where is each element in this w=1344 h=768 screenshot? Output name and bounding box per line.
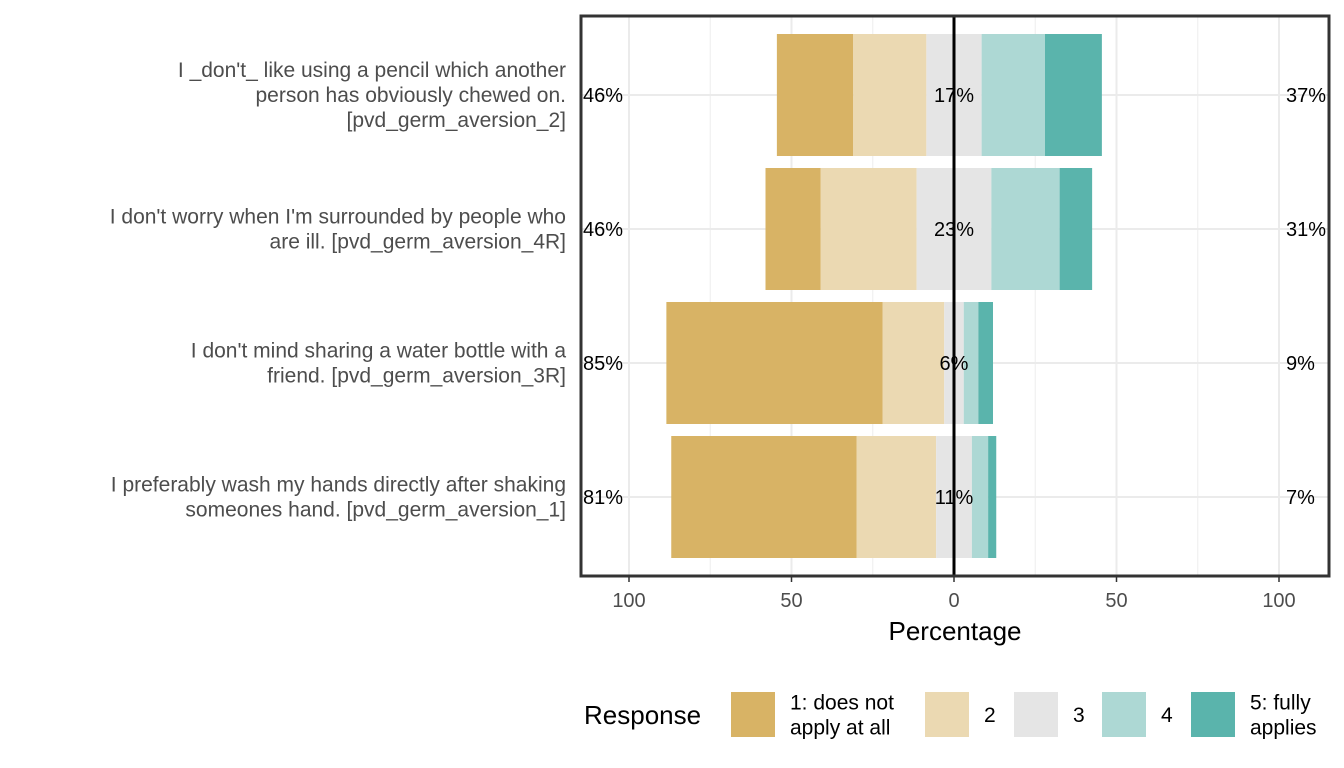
right-percent-label: 9% [1286, 353, 1315, 375]
legend-label-line: 1: does not [790, 692, 894, 715]
bar-segment [963, 302, 979, 424]
legend-key [731, 692, 775, 737]
panel-border [579, 14, 1331, 578]
legend-key [1191, 692, 1235, 737]
legend-label: 1: does not apply at all [790, 692, 894, 740]
bar-segment [776, 34, 854, 156]
legend-key [1102, 692, 1146, 737]
bar-segment [666, 302, 883, 424]
left-percent-label: 81% [583, 487, 623, 509]
bar-segment [971, 436, 989, 558]
x-tick-label: 50 [1105, 590, 1127, 612]
center-percent-label: 11% [935, 487, 974, 509]
y-axis-label-line: are ill. [pvd_germ_aversion_4R] [270, 231, 566, 254]
legend-title: Response [584, 700, 701, 730]
center-percent-label: 6% [940, 353, 969, 375]
bar-segment [981, 34, 1045, 156]
center-percent-label: 23% [934, 219, 974, 241]
legend-label: 2 [984, 704, 996, 727]
y-axis-label-line: I preferably wash my hands directly afte… [111, 474, 566, 497]
left-percent-label: 85% [583, 353, 623, 375]
bar-segment [991, 168, 1060, 290]
legend-label: 3 [1073, 704, 1085, 727]
bar-segment [856, 436, 937, 558]
bar-segment [853, 34, 927, 156]
legend-label: 5: fully applies [1250, 692, 1317, 740]
y-axis-label-line: [pvd_germ_aversion_2] [347, 109, 566, 132]
x-tick-label: 50 [780, 590, 802, 612]
legend-label-line: 3 [1073, 704, 1085, 727]
right-percent-label: 31% [1286, 219, 1326, 241]
y-axis-label-line: I don't worry when I'm surrounded by peo… [110, 206, 566, 229]
right-percent-label: 7% [1286, 487, 1315, 509]
legend-label-line: apply at all [790, 717, 890, 740]
bar-segment [765, 168, 821, 290]
bar-segment [1045, 34, 1102, 156]
legend-label-line: 5: fully [1250, 692, 1311, 715]
bar-segment [882, 302, 945, 424]
bar-segment [978, 302, 993, 424]
bar-segment [820, 168, 917, 290]
y-axis-label-line: person has obviously chewed on. [255, 84, 566, 107]
y-axis-label-line: I _don't_ like using a pencil which anot… [178, 59, 566, 82]
center-percent-label: 17% [934, 85, 974, 107]
x-tick-label: 100 [1262, 590, 1295, 612]
x-axis-title: Percentage [889, 616, 1022, 646]
x-tick-label: 100 [612, 590, 645, 612]
legend-label-line: 4 [1161, 704, 1173, 727]
y-axis-label-line: someones hand. [pvd_germ_aversion_1] [185, 499, 566, 522]
right-percent-label: 37% [1286, 85, 1326, 107]
y-axis-label-line: I don't mind sharing a water bottle with… [191, 340, 567, 363]
y-axis-label: I don't worry when I'm surrounded by peo… [110, 206, 566, 254]
y-axis-label: I don't mind sharing a water bottle with… [191, 340, 567, 388]
left-percent-label: 46% [583, 219, 623, 241]
bar-segment [988, 436, 997, 558]
legend-label-line: 2 [984, 704, 996, 727]
legend-label: 4 [1161, 704, 1173, 727]
bar-segment [1059, 168, 1093, 290]
x-tick-label: 0 [948, 590, 959, 612]
legend-key [1014, 692, 1058, 737]
y-axis-label-line: friend. [pvd_germ_aversion_3R] [267, 365, 566, 388]
y-axis-label: I _don't_ like using a pencil which anot… [178, 59, 566, 132]
left-percent-label: 46% [583, 85, 623, 107]
legend-label-line: applies [1250, 717, 1317, 740]
y-axis-label: I preferably wash my hands directly afte… [111, 474, 566, 522]
legend-key [925, 692, 969, 737]
bar-segment [671, 436, 857, 558]
